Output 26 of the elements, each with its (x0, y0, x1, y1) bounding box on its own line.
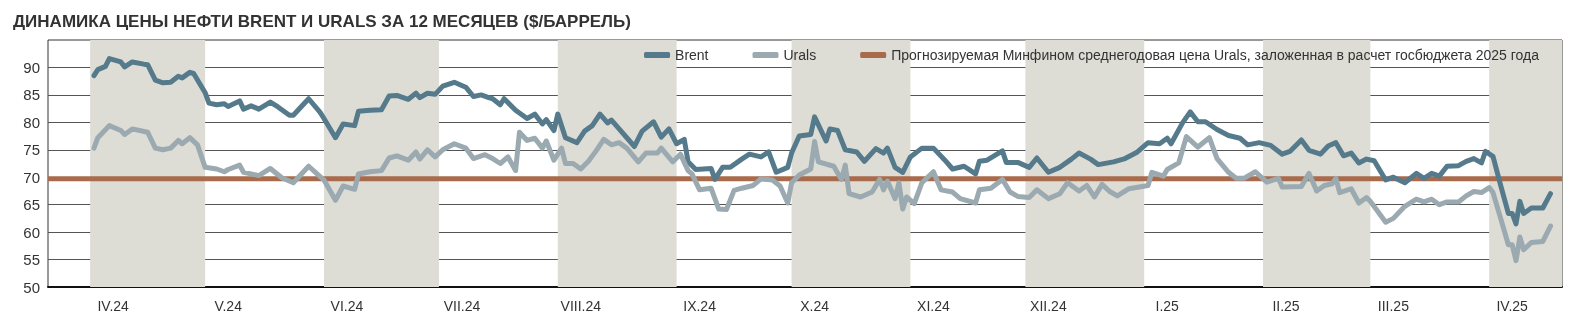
x-tick-label: XI.24 (917, 298, 950, 314)
x-tick-label: IV.24 (97, 298, 130, 314)
x-tick-label: IV.25 (1496, 298, 1529, 314)
x-tick-label: IX.24 (683, 298, 717, 314)
chart-title: ДИНАМИКА ЦЕНЫ НЕФТИ BRENT И URALS ЗА 12 МЕСЯЦЕВ ($/БАРРЕЛЬ) (13, 12, 631, 31)
y-tick-label: 65 (23, 196, 40, 214)
x-tick-label: X.24 (800, 298, 830, 314)
x-tick-label: II.25 (1272, 298, 1300, 314)
x-tick-label: VI.24 (330, 298, 364, 314)
x-tick-label: VIII.24 (560, 298, 602, 314)
legend-label: Urals (783, 47, 817, 63)
x-tick-label: XII.24 (1030, 298, 1067, 314)
y-tick-label: 75 (23, 141, 40, 159)
y-tick-label: 60 (23, 223, 40, 241)
y-tick-label: 85 (23, 86, 40, 104)
y-tick-label: 70 (23, 168, 40, 186)
legend-label: Brent (675, 47, 709, 63)
x-tick-label: V.24 (214, 298, 243, 314)
legend-label: Прогнозируемая Минфином среднегодовая цена Urals, заложенная в расчет госбюджета 2025 года (891, 47, 1540, 63)
y-tick-label: 50 (23, 278, 40, 296)
x-tick-label: I.25 (1155, 298, 1180, 314)
y-tick-label: 90 (23, 58, 40, 76)
x-tick-label: III.25 (1377, 298, 1410, 314)
x-tick-label: VII.24 (443, 298, 481, 314)
y-tick-label: 55 (23, 251, 40, 269)
y-tick-label: 80 (23, 113, 40, 131)
